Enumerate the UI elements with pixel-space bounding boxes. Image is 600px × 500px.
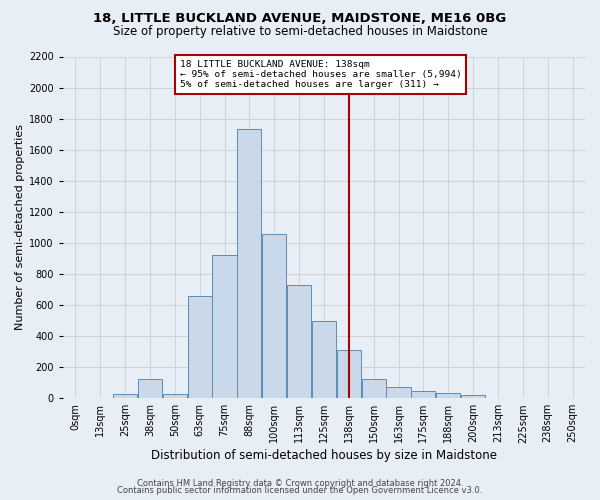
Bar (436, 393, 460, 398)
Bar (238, 130, 262, 398)
Bar (163, 394, 187, 398)
Bar (461, 395, 485, 398)
Bar (337, 350, 361, 398)
Text: 18, LITTLE BUCKLAND AVENUE, MAIDSTONE, ME16 0BG: 18, LITTLE BUCKLAND AVENUE, MAIDSTONE, M… (94, 12, 506, 26)
Bar (287, 285, 311, 398)
Bar (312, 320, 336, 398)
Bar (113, 394, 137, 398)
Bar (262, 234, 286, 398)
Y-axis label: Number of semi-detached properties: Number of semi-detached properties (15, 124, 25, 330)
Bar (212, 254, 236, 398)
Text: Contains HM Land Registry data © Crown copyright and database right 2024.: Contains HM Land Registry data © Crown c… (137, 478, 463, 488)
Bar (138, 379, 162, 398)
Text: Contains public sector information licensed under the Open Government Licence v3: Contains public sector information licen… (118, 486, 482, 495)
Text: 18 LITTLE BUCKLAND AVENUE: 138sqm
← 95% of semi-detached houses are smaller (5,9: 18 LITTLE BUCKLAND AVENUE: 138sqm ← 95% … (180, 60, 461, 90)
Text: Size of property relative to semi-detached houses in Maidstone: Size of property relative to semi-detach… (113, 25, 487, 38)
Bar (412, 390, 436, 398)
Bar (386, 388, 410, 398)
Bar (362, 379, 386, 398)
Bar (188, 296, 212, 398)
X-axis label: Distribution of semi-detached houses by size in Maidstone: Distribution of semi-detached houses by … (151, 450, 497, 462)
